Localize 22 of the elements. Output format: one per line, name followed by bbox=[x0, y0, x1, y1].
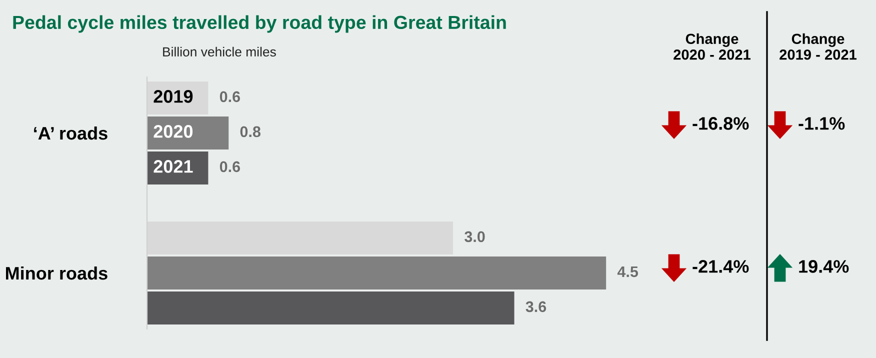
text: -21.4% bbox=[692, 260, 749, 273]
data-label: 0.8 bbox=[240, 126, 260, 138]
series-label: 2020 bbox=[154, 125, 193, 138]
chart-title: Pedal cycle miles travelled by road type in Great Britain bbox=[13, 15, 506, 33]
series-label: 2019 bbox=[154, 90, 193, 103]
text: -16.8% bbox=[692, 117, 749, 130]
text: 19.4% bbox=[799, 260, 849, 273]
text: Change 2020 - 2021 bbox=[674, 33, 751, 60]
y-tick-label: ‘A’ roads bbox=[34, 126, 108, 140]
text: -1.1% bbox=[798, 117, 845, 130]
text: Change 2019 - 2021 bbox=[780, 33, 857, 60]
data-label: 4.5 bbox=[617, 266, 638, 278]
data-label: 3.6 bbox=[526, 301, 546, 312]
y-tick-label: Minor roads bbox=[6, 266, 108, 280]
data-label: 3.0 bbox=[464, 231, 485, 242]
series-label: 2021 bbox=[154, 160, 193, 173]
bar bbox=[147, 292, 514, 324]
bar bbox=[147, 116, 229, 150]
bar bbox=[147, 256, 606, 290]
data-label: 0.6 bbox=[220, 91, 240, 102]
chart-subtitle: Billion vehicle miles bbox=[163, 46, 276, 57]
data-label: 0.6 bbox=[220, 161, 240, 172]
